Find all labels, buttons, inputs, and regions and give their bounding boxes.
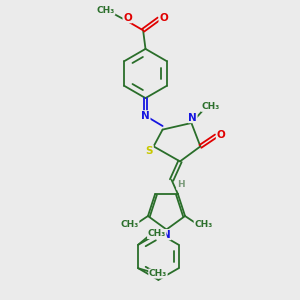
Text: CH₃: CH₃ <box>202 102 220 111</box>
Text: N: N <box>162 230 171 240</box>
Text: CH₃: CH₃ <box>149 269 167 278</box>
Text: N: N <box>141 111 150 121</box>
Text: O: O <box>123 13 132 23</box>
Text: CH₃: CH₃ <box>121 220 139 229</box>
Text: S: S <box>146 146 153 156</box>
Text: N: N <box>188 112 197 123</box>
Text: CH₃: CH₃ <box>148 230 166 238</box>
Text: CH₃: CH₃ <box>194 220 212 229</box>
Text: CH₃: CH₃ <box>97 6 115 15</box>
Text: O: O <box>216 130 225 140</box>
Text: O: O <box>159 13 168 23</box>
Text: H: H <box>177 180 184 189</box>
